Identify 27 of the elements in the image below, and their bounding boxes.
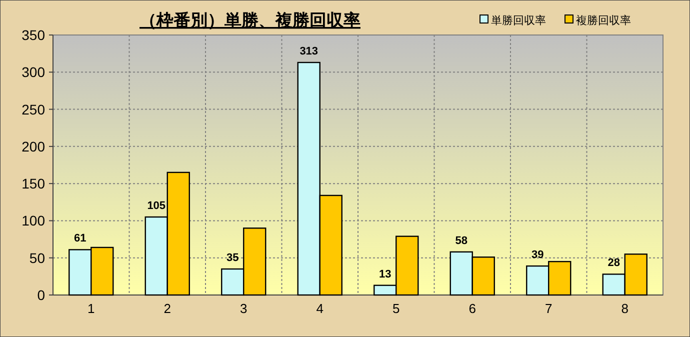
x-tick-label: 2 <box>164 301 171 316</box>
y-tick-label: 250 <box>22 101 46 118</box>
y-tick-label: 350 <box>22 27 46 43</box>
y-tick-label: 0 <box>37 287 46 303</box>
x-tick-label: 3 <box>240 301 248 316</box>
data-label: 39 <box>532 249 544 262</box>
x-tick-label: 8 <box>621 301 628 316</box>
y-tick-label: 150 <box>22 176 46 192</box>
data-label: 58 <box>455 234 468 247</box>
y-tick-label: 50 <box>29 250 46 266</box>
x-tick-label: 1 <box>88 301 95 316</box>
data-label: 28 <box>608 257 620 270</box>
data-label: 35 <box>226 252 239 264</box>
legend-label: 単勝回収率 <box>491 14 546 27</box>
data-label: 105 <box>147 200 166 212</box>
x-tick-label: 5 <box>392 301 400 316</box>
y-tick-label: 100 <box>22 212 46 229</box>
chart-title: （枠番別）単勝、複勝回収率 <box>140 11 360 30</box>
data-label: 13 <box>379 268 392 280</box>
data-label: 61 <box>74 232 86 245</box>
x-tick-label: 7 <box>545 301 552 316</box>
y-tick-label: 300 <box>22 64 46 80</box>
x-tick-label: 6 <box>468 301 476 316</box>
legend-label: 複勝回収率 <box>576 14 631 27</box>
data-label: 313 <box>300 45 318 58</box>
x-tick-label: 4 <box>316 301 324 316</box>
y-tick-label: 200 <box>22 138 46 154</box>
